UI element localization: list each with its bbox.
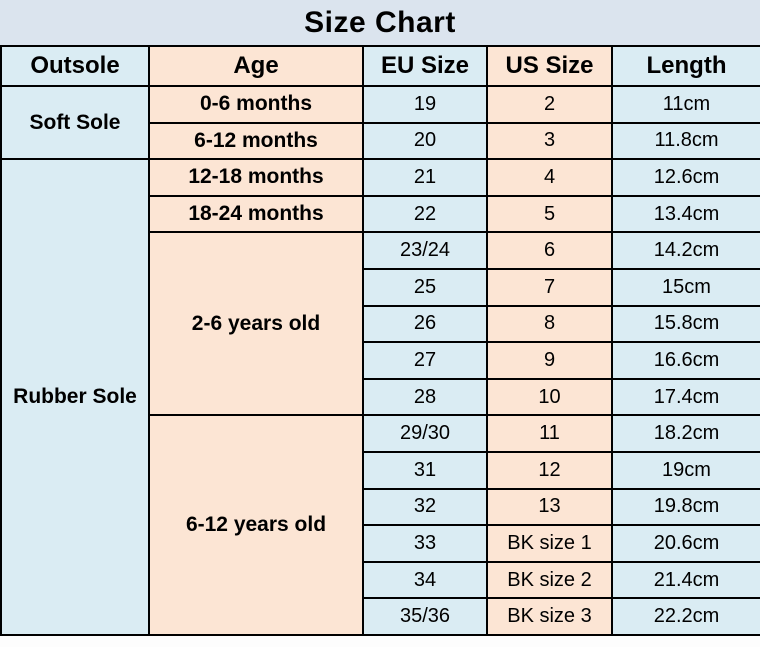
table-row: 28 10 17.4cm xyxy=(1,377,760,417)
table-row: 2-6 years old 23/24 6 14.2cm xyxy=(1,231,760,417)
eu-size-cell: 27 xyxy=(362,341,488,380)
outsole-group-soft-sole: Soft Sole xyxy=(0,84,150,161)
table-row: 6-12 months 20 3 11.8cm xyxy=(1,121,760,161)
eu-size-cell: 32 xyxy=(362,487,488,527)
us-size-cell: 4 xyxy=(486,158,613,197)
age-cell-6-12-years-old: 6-12 years old xyxy=(148,414,364,636)
outsole-group-rubber-sole: Rubber Sole xyxy=(0,158,150,636)
age-cell-12-18-months: 12-18 months xyxy=(148,158,364,197)
eu-size-cell: 22 xyxy=(362,194,488,234)
eu-size-cell: 31 xyxy=(362,450,488,490)
col-header-outsole: Outsole xyxy=(0,45,150,87)
table-row: 35/36 BK size 3 22.2cm xyxy=(1,597,760,636)
age-cell-18-24-months: 18-24 months xyxy=(148,194,364,234)
eu-size-cell: 20 xyxy=(362,121,488,161)
length-cell: 18.2cm xyxy=(611,414,760,453)
age-cell-0-6-months: 0-6 months xyxy=(148,85,364,124)
table-row: 25 7 15cm xyxy=(1,267,760,307)
us-size-cell: 12 xyxy=(486,450,613,490)
eu-size-cell: 19 xyxy=(362,85,488,124)
eu-size-cell: 21 xyxy=(362,158,488,197)
table-row: 18-24 months 22 5 13.4cm xyxy=(1,194,760,234)
length-cell: 19cm xyxy=(611,450,760,490)
table-row: Rubber Sole 12-18 months 21 4 12.6cm xyxy=(0,158,760,636)
us-size-cell: 8 xyxy=(486,304,613,344)
table-row: 34 BK size 2 21.4cm xyxy=(1,560,760,600)
length-cell: 15.8cm xyxy=(611,304,760,344)
eu-size-cell: 34 xyxy=(362,560,488,600)
length-cell: 13.4cm xyxy=(611,194,760,234)
us-size-cell: 10 xyxy=(486,377,613,417)
length-cell: 22.2cm xyxy=(611,597,760,636)
length-cell: 21.4cm xyxy=(611,560,760,600)
us-size-cell: 5 xyxy=(486,194,613,234)
eu-size-cell: 23/24 xyxy=(362,231,488,270)
length-cell: 14.2cm xyxy=(611,231,760,270)
header-row: Outsole Age EU Size US Size Length xyxy=(0,45,760,87)
eu-size-cell: 25 xyxy=(362,267,488,307)
col-header-eu-size: EU Size xyxy=(362,45,488,87)
age-cell-6-12-months: 6-12 months xyxy=(148,121,364,161)
size-chart-table: Outsole Age EU Size US Size Length Soft … xyxy=(0,45,760,636)
eu-size-cell: 29/30 xyxy=(362,414,488,453)
us-size-cell: BK size 1 xyxy=(486,524,613,563)
us-size-cell: 3 xyxy=(486,121,613,161)
col-header-us-size: US Size xyxy=(486,45,613,87)
eu-size-cell: 35/36 xyxy=(362,597,488,636)
age-cell-2-6-years-old: 2-6 years old xyxy=(148,231,364,417)
length-cell: 12.6cm xyxy=(611,158,760,197)
length-cell: 11cm xyxy=(611,85,760,124)
us-size-cell: 2 xyxy=(486,85,613,124)
length-cell: 20.6cm xyxy=(611,524,760,563)
table-row: Soft Sole 0-6 months 19 2 11cm xyxy=(0,84,760,161)
us-size-cell: 9 xyxy=(486,341,613,380)
page-title: Size Chart xyxy=(0,0,760,45)
us-size-cell: 13 xyxy=(486,487,613,527)
length-cell: 15cm xyxy=(611,267,760,307)
us-size-cell: 7 xyxy=(486,267,613,307)
table-row: 33 BK size 1 20.6cm xyxy=(1,524,760,563)
eu-size-cell: 33 xyxy=(362,524,488,563)
table-row: 32 13 19.8cm xyxy=(1,487,760,527)
col-header-length: Length xyxy=(611,45,760,87)
length-cell: 19.8cm xyxy=(611,487,760,527)
table-row: 27 9 16.6cm xyxy=(1,341,760,380)
table-row: 31 12 19cm xyxy=(1,450,760,490)
eu-size-cell: 26 xyxy=(362,304,488,344)
length-cell: 16.6cm xyxy=(611,341,760,380)
col-header-age: Age xyxy=(148,45,364,87)
length-cell: 17.4cm xyxy=(611,377,760,417)
us-size-cell: 6 xyxy=(486,231,613,270)
us-size-cell: BK size 2 xyxy=(486,560,613,600)
table-row: 6-12 years old 29/30 11 18.2cm xyxy=(1,414,760,636)
eu-size-cell: 28 xyxy=(362,377,488,417)
us-size-cell: BK size 3 xyxy=(486,597,613,636)
length-cell: 11.8cm xyxy=(611,121,760,161)
us-size-cell: 11 xyxy=(486,414,613,453)
table-row: 26 8 15.8cm xyxy=(1,304,760,344)
